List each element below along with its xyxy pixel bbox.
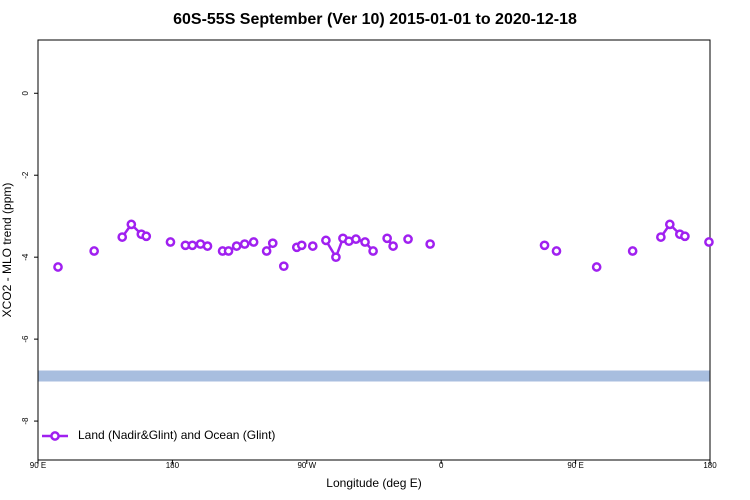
data-point [248,237,259,247]
chart-title: 60S-55S September (Ver 10) 2015-01-01 to… [173,11,577,28]
data-point [388,241,398,251]
y-tick-label: -8 [21,417,30,425]
x-tick-label: 180 [166,461,180,470]
data-point [307,241,318,251]
data-point [223,246,234,256]
data-point [551,246,562,256]
x-tick-label: 90 E [30,461,46,470]
x-tick-label: 180 [703,461,717,470]
y-tick-label: -4 [21,253,30,261]
data-point [627,246,638,256]
data-point [267,238,278,249]
y-tick-label: -6 [21,335,30,343]
data-point [261,246,272,256]
data-point [202,241,213,251]
y-axis-label: XCO2 - MLO trend (ppm) [0,183,14,318]
data-point [126,219,137,230]
data-point [425,239,435,249]
y-tick-label: 0 [21,90,30,95]
x-axis-label: Longitude (deg E) [326,476,421,490]
data-point [403,234,413,244]
x-tick-label: 90 W [297,461,316,470]
data-point [591,262,602,272]
data-point [351,234,361,244]
x-tick-label: 0 [439,461,444,470]
data-point [239,239,250,249]
y-tick-label: -2 [21,171,30,179]
data-point [368,246,378,256]
data-point [187,240,198,251]
data-point [331,252,341,263]
data-point [231,241,242,251]
data-point [321,235,331,246]
plot-frame [37,39,711,461]
data-point [296,240,307,251]
data-point [664,219,675,230]
data-point [165,237,176,247]
legend-marker [50,431,60,441]
data-point [704,237,714,247]
data-point [278,261,289,272]
data-point [680,231,690,242]
data-point [539,240,550,251]
data-point [117,232,128,242]
legend-label: Land (Nadir&Glint) and Ocean (Glint) [78,428,275,442]
data-point [656,232,666,242]
data-point [382,233,392,244]
data-point [89,246,99,256]
data-point [360,237,370,247]
data-point [141,231,152,242]
x-tick-label: 90 E [567,461,583,470]
data-point [53,262,63,272]
